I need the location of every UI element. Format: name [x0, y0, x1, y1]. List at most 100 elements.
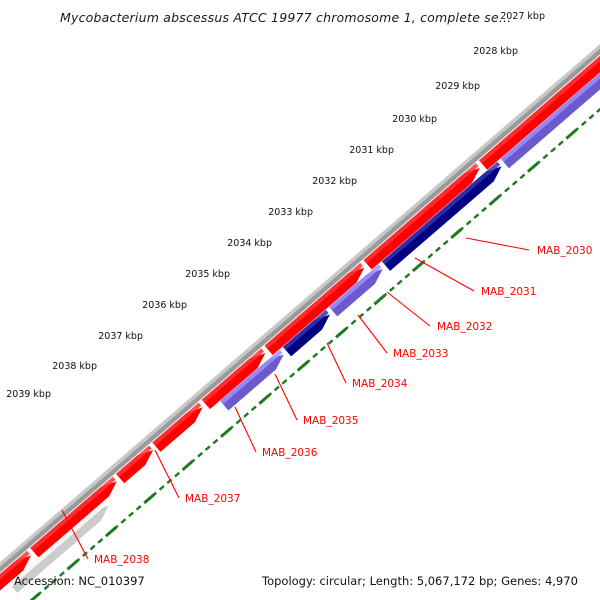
ruler-minor-tick	[319, 345, 326, 352]
gene-feature-MAB_2029_fwd_seg-highlight	[479, 55, 600, 164]
gene-feature-MAB_2034_rev_seg-highlight	[220, 349, 283, 405]
gene-label-MAB_2037[interactable]: MAB_2037	[185, 493, 240, 505]
coordinate-ruler-track	[29, 107, 600, 600]
leader-line-MAB_2031	[414, 257, 475, 292]
ruler-minor-tick	[197, 452, 204, 458]
leader-line-MAB_2036	[234, 406, 257, 453]
backbone-band-0	[0, 43, 600, 567]
reverse-strand-gene-track[interactable]	[9, 56, 600, 593]
ruler-minor-tick	[496, 193, 503, 200]
ruler-minor-tick	[427, 253, 434, 259]
ruler-tick-label: 2032 kbp	[312, 176, 357, 187]
ruler-minor-tick	[396, 279, 403, 286]
ruler-minor-tick	[97, 538, 104, 544]
gene-feature-MAB_2034_fwd_seg-highlight	[201, 348, 265, 403]
gene-label-MAB_2031[interactable]: MAB_2031	[481, 286, 536, 298]
leader-line-MAB_2032	[386, 291, 431, 327]
ruler-minor-tick	[465, 220, 472, 226]
gene-label-MAB_2035[interactable]: MAB_2035	[303, 415, 358, 427]
gene-feature-MAB_2035_fwd_seg[interactable]	[152, 407, 203, 452]
gene-feature-MAB_2030_fwd_seg[interactable]	[363, 167, 480, 270]
gene-label-MAB_2032[interactable]: MAB_2032	[437, 321, 492, 333]
gene-feature-MAB_2033_fwd_seg-highlight	[264, 262, 364, 349]
gene-feature-MAB_2034_rev_seg[interactable]	[220, 354, 284, 411]
genome-summary-status: Topology: circular; Length: 5,067,172 bp…	[261, 574, 578, 588]
ruler-minor-tick	[158, 485, 165, 491]
ruler-minor-tick	[534, 160, 541, 166]
ruler-minor-tick	[327, 339, 334, 345]
ruler-tick-label: 2033 kbp	[268, 207, 313, 218]
ruler-minor-tick	[273, 385, 280, 392]
ruler-minor-tick	[250, 405, 257, 412]
ruler-minor-tick	[365, 306, 372, 312]
ruler-minor-tick	[212, 438, 219, 445]
ruler-minor-tick	[166, 478, 173, 485]
ruler-minor-tick	[174, 471, 180, 478]
ruler-minor-tick	[204, 445, 211, 451]
ruler-tick-label: 2028 kbp	[473, 46, 518, 57]
ruler-minor-tick	[442, 239, 449, 246]
leader-line-MAB_2037	[154, 449, 180, 499]
ruler-minor-tick	[511, 180, 518, 186]
ruler-minor-tick	[304, 359, 311, 365]
gene-label-MAB_2038[interactable]: MAB_2038	[94, 554, 149, 566]
ruler-minor-tick	[481, 206, 487, 213]
gene-feature-MAB_2032_rev_seg[interactable]	[329, 268, 383, 317]
ruler-minor-tick	[151, 491, 157, 498]
leader-line-MAB_2038	[61, 509, 89, 560]
ruler-minor-tick	[573, 127, 580, 133]
gene-leader-lines	[61, 237, 530, 560]
gene-label-group[interactable]: MAB_2030 MAB_2031 MAB_2032 MAB_2033 MAB_2034…	[94, 245, 592, 566]
gene-feature-MAB_2033_rev_seg[interactable]	[282, 314, 330, 357]
ruler-minor-tick	[128, 511, 134, 518]
ruler-minor-tick	[389, 286, 395, 292]
gene-label-MAB_2030[interactable]: MAB_2030	[537, 245, 592, 257]
ruler-minor-tick	[120, 518, 127, 524]
gene-feature-MAB_2035_fwd_seg-highlight	[152, 402, 202, 446]
gene-feature-MAB_2030_rev_seg-highlight	[500, 73, 600, 162]
gene-label-MAB_2033[interactable]: MAB_2033	[393, 348, 448, 360]
ruler-minor-tick	[112, 524, 119, 531]
ruler-minor-tick	[550, 147, 557, 153]
gene-feature-MAB_2033_fwd_seg[interactable]	[264, 267, 365, 356]
ruler-minor-tick	[43, 584, 50, 591]
gene-feature-MAB_2031_rev_seg[interactable]	[381, 166, 502, 271]
ruler-minor-tick	[342, 326, 349, 332]
ruler-tick-label: 2027 kbp	[500, 11, 545, 22]
leader-line-MAB_2033	[357, 314, 388, 354]
ruler-tick-label: 2037 kbp	[98, 331, 143, 342]
gene-feature-MAB_2037_fwd_seg[interactable]	[30, 481, 117, 558]
ruler-minor-tick	[596, 107, 600, 113]
ruler-minor-tick	[473, 213, 480, 219]
ruler-minor-tick	[35, 591, 42, 597]
leader-line-MAB_2034	[326, 342, 347, 384]
ruler-tick-label: 2039 kbp	[6, 389, 51, 400]
ruler-minor-tick	[519, 173, 526, 180]
gene-feature-MAB_2038_fwd_seg[interactable]	[0, 555, 32, 600]
gene-feature-MAB_2034_fwd_seg[interactable]	[201, 353, 266, 410]
gene-label-MAB_2034[interactable]: MAB_2034	[352, 378, 408, 390]
ruler-label-group: 2027 kbp 2028 kbp 2029 kbp 2030 kbp 2031 kbp…	[6, 11, 545, 400]
forward-strand-gene-track[interactable]	[0, 46, 600, 600]
accession-status: Accession: NC_010397	[14, 574, 145, 588]
gene-feature-MAB_2033_rev_seg-highlight	[282, 309, 329, 351]
ruler-minor-tick	[458, 226, 464, 233]
ruler-minor-tick	[580, 120, 587, 127]
ruler-tick-label: 2034 kbp	[227, 238, 272, 249]
ruler-tick-label: 2029 kbp	[435, 81, 480, 92]
ruler-minor-tick	[59, 571, 65, 577]
ruler-minor-tick	[350, 319, 357, 325]
gene-label-MAB_2036[interactable]: MAB_2036	[262, 447, 318, 459]
gene-feature-MAB_2037_rev_seg-highlight	[9, 500, 108, 587]
gene-feature-MAB_2037_fwd_seg-highlight	[30, 476, 116, 552]
gene-feature-MAB_2036_fwd_seg[interactable]	[116, 450, 154, 484]
ruler-minor-tick	[74, 558, 81, 564]
gene-feature-MAB_2037_rev_seg[interactable]	[9, 505, 109, 593]
gene-feature-MAB_2030_fwd_seg-highlight	[363, 163, 479, 264]
page-title: Mycobacterium abscessus ATCC 19977 chrom…	[60, 10, 511, 25]
ruler-minor-tick	[189, 458, 196, 465]
ruler-minor-tick	[289, 372, 296, 378]
ruler-minor-tick	[89, 544, 96, 551]
ruler-tick-label: 2035 kbp	[185, 269, 230, 280]
